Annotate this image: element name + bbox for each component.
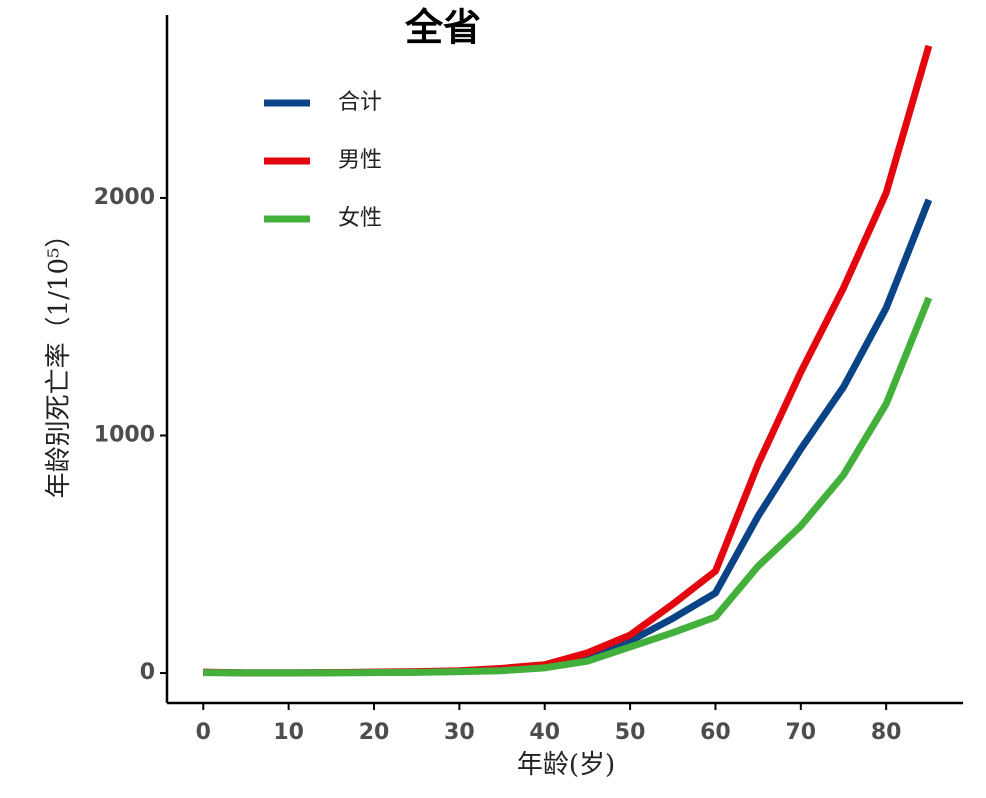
legend-label: 女性 — [338, 206, 382, 231]
line-series — [203, 198, 933, 677]
x-tick-label: 50 — [615, 720, 646, 745]
x-tick-label: 20 — [359, 720, 390, 745]
x-tick-label: 30 — [444, 720, 475, 745]
y-tick-label: 2000 — [94, 185, 155, 210]
x-tick-label: 60 — [700, 720, 731, 745]
x-tick-label: 0 — [196, 720, 211, 745]
x-tick-label: 70 — [785, 720, 816, 745]
x-tick-label: 80 — [871, 720, 902, 745]
line-series — [203, 44, 933, 677]
chart-title: 全省 — [404, 6, 481, 50]
y-tick-label: 0 — [140, 660, 155, 685]
x-tick-label: 40 — [529, 720, 560, 745]
x-tick-label: 10 — [273, 720, 304, 745]
y-tick-label: 1000 — [94, 422, 155, 447]
y-axis-label: 年龄别死亡率（1/10⁵） — [44, 222, 74, 499]
legend-label: 男性 — [338, 148, 382, 173]
line-series — [203, 296, 933, 677]
x-axis-label: 年龄(岁) — [517, 750, 615, 780]
legend-label: 合计 — [338, 90, 382, 115]
